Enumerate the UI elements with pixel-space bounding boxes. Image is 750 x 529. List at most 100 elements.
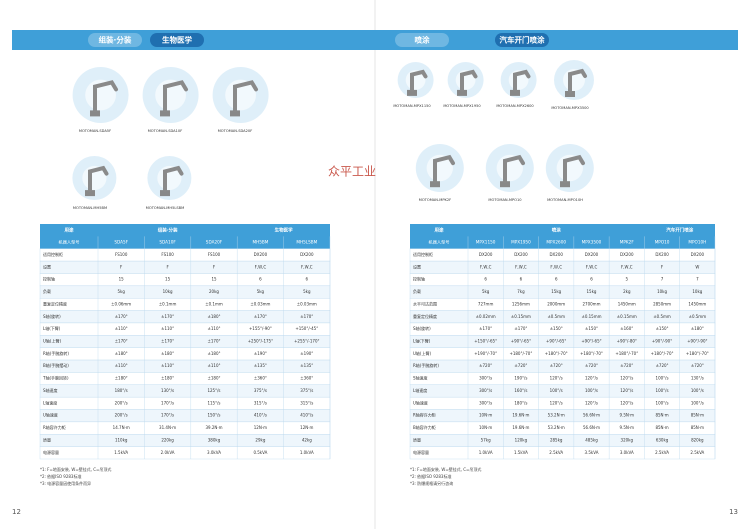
table-cell: 7	[696, 277, 699, 282]
table-cell: ±0.5mm	[547, 314, 565, 319]
table-row-label: 电源容量	[43, 449, 59, 455]
table-cell: +250°/-175°	[248, 339, 273, 344]
table-cell: 125°/s	[207, 388, 220, 393]
table-row	[409, 434, 716, 447]
table-row	[39, 260, 331, 274]
robot-base	[160, 110, 170, 117]
table-row	[39, 446, 331, 460]
robot-caption: MOTOMAN-MH5BM	[73, 206, 107, 210]
table-cell: ±0.03mm	[297, 301, 317, 306]
table-cell: 180°/s	[115, 388, 128, 393]
table-cell: 29kg	[255, 437, 265, 442]
table-cell: 115°/s	[207, 400, 220, 405]
table-cell: ±360°	[254, 376, 267, 381]
table-cell: ±180°	[208, 314, 221, 319]
table-cell: DX200	[254, 252, 268, 257]
table-row-label: U轴速度	[43, 412, 58, 418]
table-cell: 120°/s	[550, 376, 563, 381]
table-cell: DX200	[300, 252, 314, 257]
robot-arm	[163, 80, 188, 113]
table-cell: 120°/s	[620, 376, 633, 381]
table-cell: DX200	[620, 252, 634, 257]
table-cell: ±170°	[254, 314, 267, 319]
table-cell: +90°/-90°	[687, 339, 707, 344]
table-row	[39, 434, 331, 447]
table-cell: 100°/s	[656, 388, 669, 393]
table-cell: 630kg	[656, 437, 669, 442]
table-cell: DX200	[479, 252, 493, 257]
table-cell: ±110°	[115, 363, 128, 368]
table-cell: 5kg	[257, 289, 265, 294]
robot-arm	[563, 154, 585, 184]
table-cell: 12N·m	[254, 425, 267, 430]
table-cell: F	[661, 264, 664, 269]
table-row-label: 负载	[413, 288, 421, 294]
robot-arm	[163, 165, 184, 193]
robot-caption: MOTOMAN-MH5LSBM	[146, 206, 184, 210]
table-cell: 2.5kVA	[549, 450, 563, 455]
table-cell: ±170°	[115, 339, 128, 344]
table-cell: 100°/s	[656, 376, 669, 381]
table-cell: 5	[626, 277, 629, 282]
robot-base	[457, 89, 467, 96]
table-cell: 57kg	[481, 437, 491, 442]
table-cell: F,W,C	[586, 264, 598, 269]
robot-arm	[568, 68, 587, 93]
table-row-label: S轴(旋转)	[413, 325, 431, 331]
table-cell: 100°/s	[585, 388, 598, 393]
table-cell: ±0.06mm	[111, 301, 131, 306]
table-row-label: 重复定位精度	[413, 313, 437, 319]
table-row	[39, 248, 331, 262]
table-cell: 200°/s	[115, 413, 128, 418]
table-cell: 56.6N·m	[583, 425, 600, 430]
table-cell: 100°/s	[656, 400, 669, 405]
table-cell: 820kg	[691, 437, 704, 442]
robot-base	[560, 181, 570, 188]
table-row-label: 质量	[413, 436, 421, 442]
table-cell: 31.4N·m	[159, 425, 176, 430]
table-cell: 485kg	[585, 437, 598, 442]
table-cell: 20kg	[209, 289, 219, 294]
table-cell: 53.2N·m	[548, 413, 565, 418]
table-cell: 2.5kVA	[655, 450, 669, 455]
table-row-label: 适用控制柜	[413, 251, 433, 257]
table-cell: ±0.1mm	[159, 301, 177, 306]
table-cell: 7kg	[517, 289, 525, 294]
table-cell: 9.5N·m	[620, 413, 635, 418]
table-column: MPX3500	[582, 240, 602, 245]
table-cell: W	[695, 264, 699, 269]
table-cell: F,W,C	[301, 264, 313, 269]
table-row-label: R轴(手腕旋转)	[413, 362, 439, 368]
table-cell: F,W,C	[515, 264, 527, 269]
table-cell: 2kg	[623, 289, 631, 294]
table-cell: 9.5N·m	[620, 425, 635, 430]
robot-caption: MOTOMAN-SDA20F	[218, 129, 253, 133]
table-cell: 15kg	[551, 289, 561, 294]
robot-caption: MOTOMAN-MPO10H	[547, 198, 583, 202]
table-cell: 410°/s	[300, 413, 313, 418]
reach-envelope	[155, 79, 187, 111]
table-column: MPX1150	[476, 240, 496, 245]
table-cell: 19.6N·m	[512, 425, 529, 430]
table-cell: FS100	[115, 252, 128, 257]
table-cell: 10N·m	[479, 413, 492, 418]
footnote: *1: F=地面安装, W=壁挂式, C=吊顶式	[410, 466, 481, 472]
table-row-label: U轴(上臂)	[413, 350, 431, 356]
table-cell: 190°/s	[514, 376, 527, 381]
robot-caption: MOTOMAN-MPK2F	[419, 198, 451, 202]
table-group: 组装·分装	[158, 227, 178, 234]
table-cell: ±110°	[208, 363, 221, 368]
table-cell: ±0.15mm	[511, 314, 531, 319]
table-row-label: L轴(下臂)	[43, 325, 61, 331]
table-cell: DX200	[655, 252, 669, 257]
tab-label: 组装·分装	[99, 35, 132, 45]
table-cell: 15	[165, 277, 171, 282]
table-cell: 170°/s	[161, 400, 174, 405]
table-row-label: B轴容许力矩	[413, 424, 436, 430]
table-cell: DX200	[514, 252, 528, 257]
table-column: 机器人型号	[429, 239, 450, 246]
table-cell: ±170°	[161, 339, 174, 344]
table-cell: 6	[484, 277, 487, 282]
table-cell: 42kg	[302, 437, 312, 442]
table-cell: 285kg	[550, 437, 563, 442]
